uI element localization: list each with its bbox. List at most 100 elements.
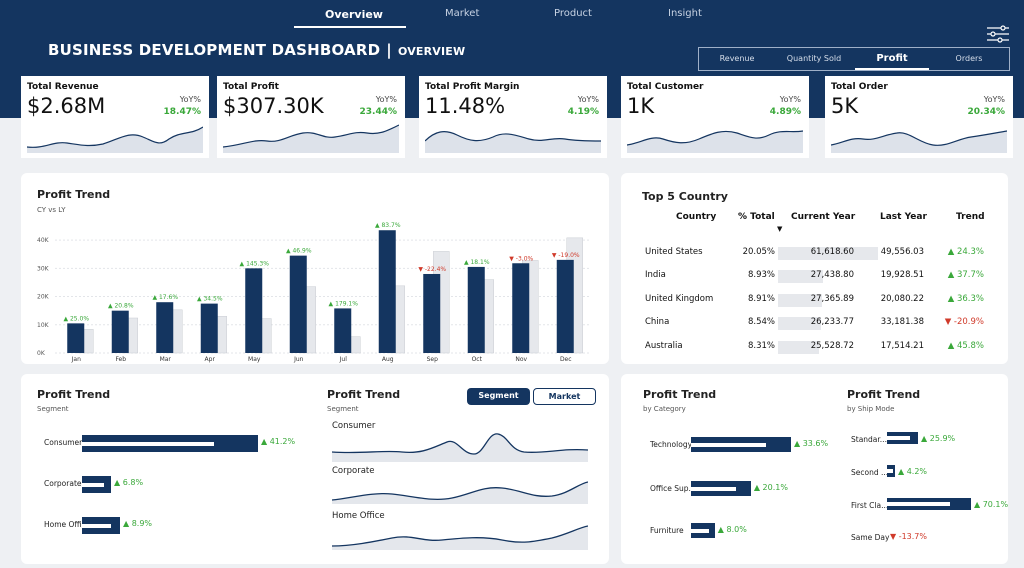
bar-current-year[interactable] — [378, 230, 396, 353]
current-year-bar — [778, 294, 823, 307]
bar-percentage: ▲ 70.1% — [974, 500, 1009, 509]
card-title: Profit Trend — [847, 388, 921, 401]
card-subtitle: Segment — [37, 405, 69, 413]
x-tick-label: Sep — [427, 356, 439, 363]
bar-percentage: ▲ 41.2% — [261, 437, 296, 446]
bar — [82, 476, 112, 493]
bar — [82, 435, 258, 452]
current-year-cell: 61,618.60 — [810, 247, 854, 257]
kpi-yoy-value: 4.19% — [567, 107, 599, 117]
segment-button[interactable]: Segment — [467, 388, 530, 405]
data-label: ▲ 179.1% — [329, 300, 359, 307]
last-year-cell: 33,181.38 — [880, 317, 924, 327]
tab-insight[interactable]: Insight — [668, 8, 702, 19]
country-cell: India — [645, 270, 666, 280]
toggle-quantity-sold[interactable]: Quantity Sold — [786, 54, 842, 63]
tab-market[interactable]: Market — [445, 8, 480, 19]
profit-trend-card: Profit Trend CY vs LY 0K 10K 20K 30K 40K ▲ 25… — [21, 173, 609, 364]
col-header-current-year[interactable]: Current Year — [791, 212, 856, 222]
kpi-title: Total Customer — [627, 82, 704, 92]
bar-inner-ly — [691, 486, 736, 491]
market-button[interactable]: Market — [533, 388, 596, 405]
corporate-area-chart — [332, 481, 588, 504]
bar — [691, 523, 715, 538]
bar-label: Same Day — [851, 533, 890, 542]
kpi-yoy-label: YoY% — [179, 95, 201, 104]
kpi-sparkline — [627, 130, 803, 153]
category-shipmode-card: Profit Trend by Category Profit Trend by… — [621, 374, 1008, 564]
col-header-country[interactable]: Country — [676, 212, 717, 222]
kpi-sparkline — [223, 124, 399, 153]
bar-current-year[interactable] — [334, 308, 352, 353]
kpi-card-total-revenue: Total Revenue $2.68M YoY% 18.47% — [21, 76, 209, 158]
country-cell: United States — [645, 247, 703, 257]
sort-desc-icon: ▼ — [777, 225, 783, 233]
dashboard-subtitle: OVERVIEW — [397, 45, 466, 58]
active-tab-underline — [294, 26, 406, 28]
card-title: Profit Trend — [37, 188, 111, 201]
bar-current-year[interactable] — [67, 323, 85, 353]
toggle-orders[interactable]: Orders — [955, 54, 983, 63]
dashboard-title: BUSINESS DEVELOPMENT DASHBOARD — [48, 41, 381, 59]
last-year-cell: 19,928.51 — [880, 270, 924, 280]
bar-inner-ly — [887, 469, 893, 473]
bar-current-year[interactable] — [156, 302, 174, 353]
card-subtitle: by Ship Mode — [847, 405, 895, 413]
tab-overview[interactable]: Overview — [325, 8, 383, 21]
bar-label: Second ... — [851, 468, 889, 477]
kpi-yoy-value: 18.47% — [163, 107, 202, 117]
kpi-title: Total Order — [831, 82, 888, 92]
last-year-cell: 20,080.22 — [880, 294, 924, 304]
y-tick-label: 20K — [37, 294, 50, 301]
col-header-trend[interactable]: Trend — [956, 212, 985, 222]
series-label-home-office: Home Office — [332, 511, 385, 521]
kpi-yoy-value: 4.89% — [769, 107, 801, 117]
bar-current-year[interactable] — [111, 310, 129, 353]
toggle-revenue[interactable]: Revenue — [719, 54, 755, 63]
filter-sliders-icon[interactable] — [986, 25, 1010, 43]
consumer-area-chart — [332, 433, 588, 462]
bar-label: Standar... — [851, 435, 887, 444]
x-tick-label: Nov — [515, 356, 527, 363]
data-label: ▼ -3.0% — [509, 255, 533, 262]
pct-total-cell: 8.93% — [747, 270, 775, 280]
kpi-yoy-value: 20.34% — [967, 107, 1006, 117]
data-label: ▼ -19.0% — [552, 252, 580, 259]
bar-current-year[interactable] — [423, 273, 441, 353]
x-tick-label: Mar — [160, 356, 172, 363]
y-tick-label: 40K — [37, 237, 50, 244]
pct-total-cell: 20.05% — [742, 247, 775, 257]
data-label: ▲ 25.0% — [63, 315, 89, 322]
trend-cell: ▲ 24.3% — [947, 247, 984, 257]
bar-current-year[interactable] — [467, 266, 485, 353]
bar-current-year[interactable] — [289, 255, 307, 353]
bar-inner-ly — [887, 502, 950, 506]
bar-label: Corporate — [44, 479, 82, 488]
x-tick-label: Aug — [382, 356, 394, 363]
x-tick-label: Feb — [115, 356, 126, 363]
toggle-profit[interactable]: Profit — [855, 48, 929, 70]
country-cell: United Kingdom — [645, 294, 714, 304]
trend-cell: ▲ 37.7% — [947, 270, 984, 280]
current-year-bar — [778, 317, 821, 330]
bar-current-year[interactable] — [556, 259, 574, 353]
kpi-sparkline — [27, 126, 203, 153]
tab-product[interactable]: Product — [554, 8, 592, 19]
x-tick-label: Apr — [205, 356, 216, 363]
bar-label: First Cla... — [851, 501, 889, 510]
series-label-consumer: Consumer — [332, 421, 376, 431]
current-year-bar — [778, 247, 878, 260]
current-year-cell: 26,233.77 — [810, 317, 854, 327]
card-title: Top 5 Country — [642, 190, 728, 203]
bar-percentage: ▲ 25.9% — [921, 434, 956, 443]
col-header-last-year[interactable]: Last Year — [880, 212, 927, 222]
col-header-pct-total[interactable]: % Total — [738, 212, 775, 222]
pct-total-cell: 8.31% — [747, 341, 775, 351]
bar-percentage: ▲ 33.6% — [794, 439, 829, 448]
bar-inner-ly — [691, 442, 766, 447]
bar — [887, 432, 919, 444]
bar-current-year[interactable] — [245, 268, 263, 353]
bar-current-year[interactable] — [200, 303, 218, 353]
bar-current-year[interactable] — [512, 263, 530, 353]
bar-percentage: ▼ -13.7% — [890, 532, 927, 541]
